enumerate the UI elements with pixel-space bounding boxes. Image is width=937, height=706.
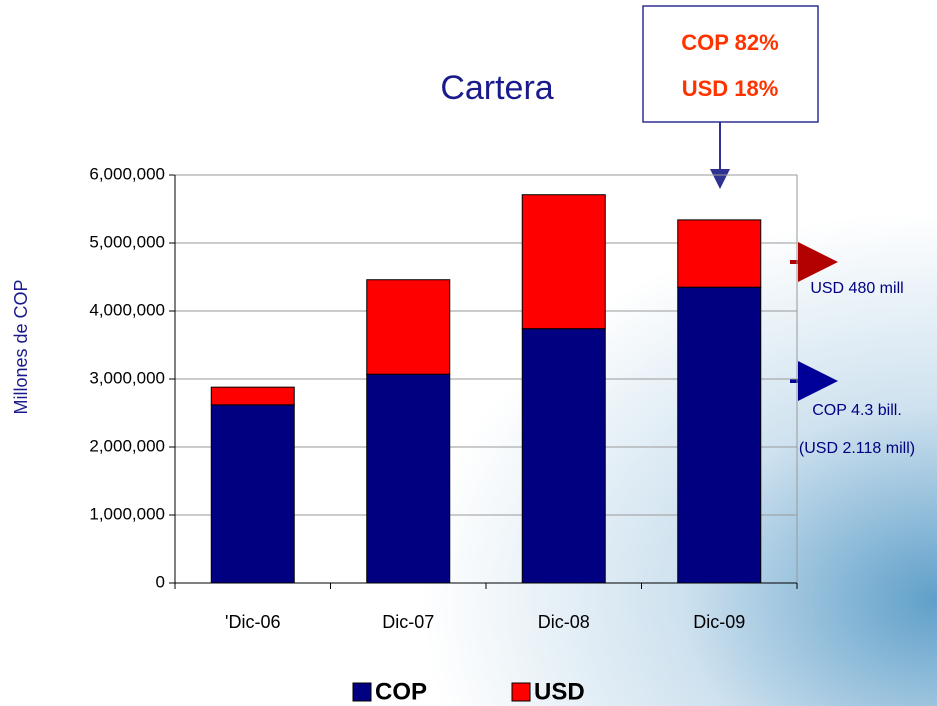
legend-label: USD: [534, 678, 585, 705]
y-tick-label: 3,000,000: [89, 368, 165, 387]
y-axis-label: Millones de COP: [11, 279, 31, 414]
bar-segment: [366, 279, 451, 375]
y-tick-label: 0: [156, 572, 165, 591]
annotation-text: USD 480 mill: [810, 280, 903, 297]
x-tick-label: Dic-07: [382, 612, 434, 632]
annotation-text: COP 4.3 bill.: [812, 402, 902, 419]
legend-label: COP: [375, 678, 427, 705]
bar-segment: [210, 386, 295, 406]
x-tick-label: Dic-08: [538, 612, 590, 632]
x-tick-label: 'Dic-06: [225, 612, 280, 632]
y-tick-label: 2,000,000: [89, 436, 165, 455]
legend-swatch: [352, 682, 372, 702]
bar-segment: [521, 328, 606, 584]
bar-segment: [366, 373, 451, 584]
annotation-text: USD 18%: [682, 76, 779, 101]
y-tick-label: 4,000,000: [89, 300, 165, 319]
annotation-box: [642, 5, 819, 123]
annotation-text: COP 82%: [681, 30, 778, 55]
bar-segment: [677, 286, 762, 584]
chart-title: Cartera: [440, 69, 553, 107]
y-tick-label: 6,000,000: [89, 164, 165, 183]
bar-segment: [210, 404, 295, 584]
y-tick-label: 5,000,000: [89, 232, 165, 251]
legend-swatch: [511, 682, 531, 702]
y-tick-label: 1,000,000: [89, 504, 165, 523]
bar-segment: [677, 219, 762, 288]
annotation-text: (USD 2.118 mill): [799, 440, 915, 457]
bar-segment: [521, 194, 606, 330]
x-tick-label: Dic-09: [693, 612, 745, 632]
